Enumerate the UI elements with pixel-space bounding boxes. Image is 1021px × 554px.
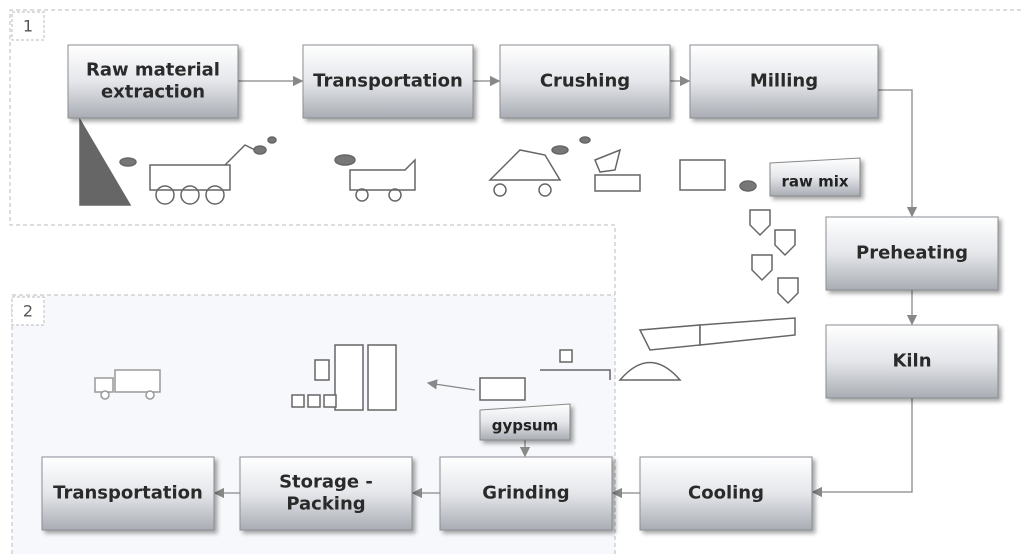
- process-box: [439, 456, 613, 531]
- process-box: [41, 456, 215, 531]
- process-label: Grinding: [482, 483, 569, 504]
- region-2-border: [11, 294, 615, 554]
- material-box: [769, 157, 861, 197]
- process-box: [825, 216, 999, 291]
- section-box: [11, 11, 45, 41]
- process-box: [825, 324, 999, 399]
- process-label: Crushing: [540, 71, 630, 92]
- process-label: Preheating: [856, 243, 968, 264]
- section-label: 1: [23, 17, 33, 36]
- process-label: Kiln: [892, 351, 931, 372]
- process-label: Cooling: [688, 483, 764, 504]
- process-label: Transportation: [53, 483, 203, 504]
- process-box: [67, 44, 239, 119]
- process-label: Storage -Packing: [279, 472, 373, 515]
- process-box: [302, 44, 474, 119]
- process-box: [639, 456, 813, 531]
- process-label: Milling: [750, 71, 818, 92]
- process-steps: Raw material extraction Transportation Crus…: [41, 44, 999, 531]
- illustrations: [79, 117, 799, 411]
- process-box: [499, 44, 671, 119]
- connectors: [213, 75, 918, 499]
- section-label: 2: [23, 302, 33, 321]
- material-label: gypsum: [492, 417, 559, 435]
- section-box: [11, 296, 45, 326]
- process-box: [689, 44, 879, 119]
- process-label: Transportation: [313, 71, 463, 92]
- process-label: Raw material extraction: [86, 60, 220, 103]
- material-box: [479, 403, 571, 441]
- process-box: [239, 456, 413, 531]
- region-1-border: [9, 9, 1021, 554]
- material-label: raw mix: [781, 173, 848, 191]
